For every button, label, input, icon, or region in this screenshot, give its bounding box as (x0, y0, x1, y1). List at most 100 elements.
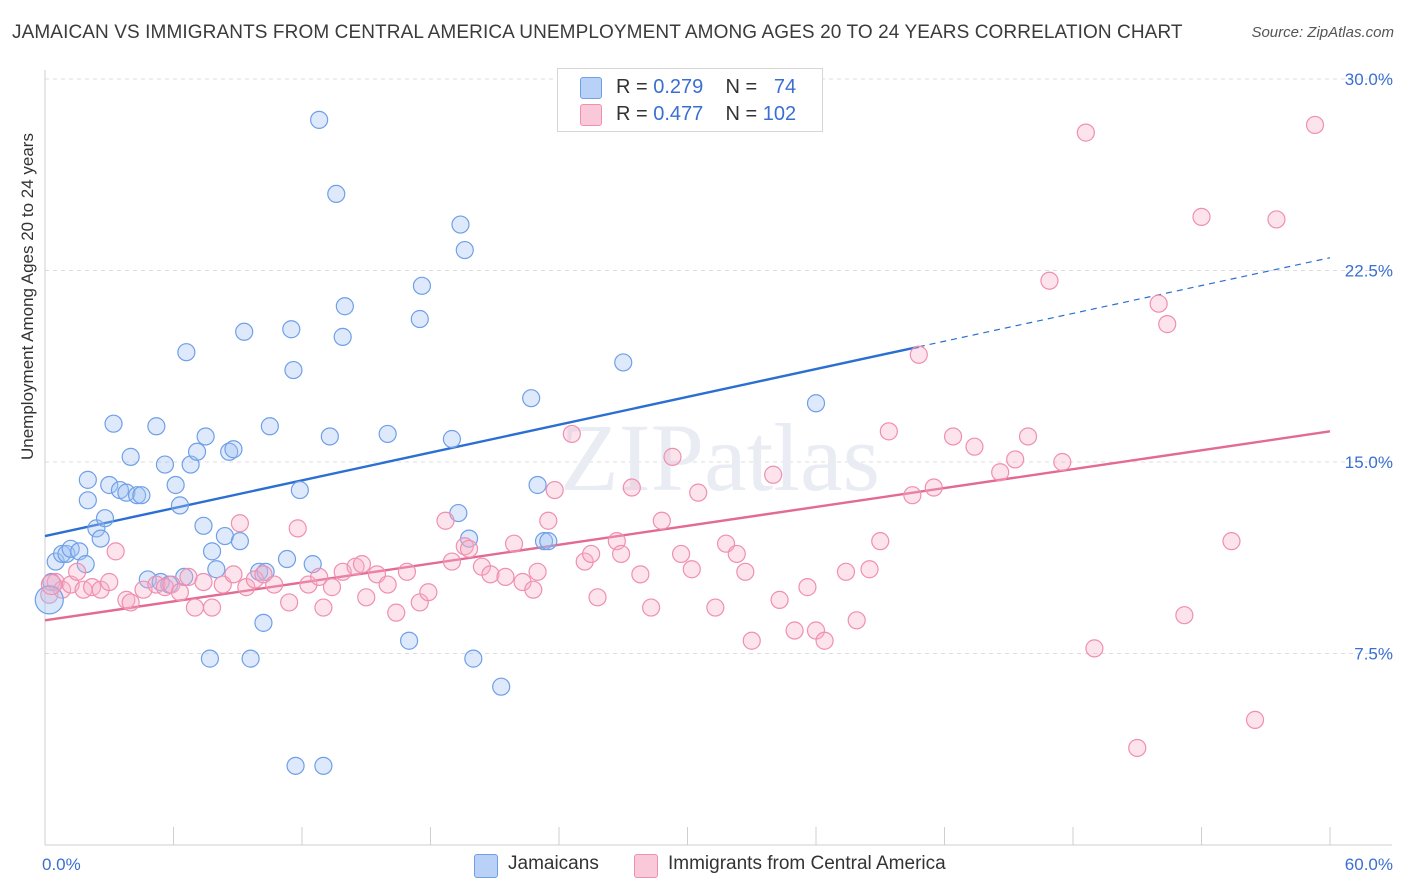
trend-line-jamaicans-extension (918, 257, 1331, 348)
point-central-america (836, 562, 856, 581)
point-jamaican (177, 343, 196, 362)
point-jamaican (224, 440, 243, 459)
point-central-america (924, 478, 943, 497)
point-central-america (736, 562, 755, 581)
point-central-america (314, 598, 333, 617)
point-central-america (1222, 532, 1241, 551)
point-central-america (288, 519, 307, 538)
trend-lines (44, 257, 1331, 622)
point-central-america (387, 603, 406, 622)
point-central-america (1158, 315, 1177, 334)
point-jamaican (455, 240, 474, 260)
point-jamaican (327, 184, 346, 203)
point-central-america (965, 437, 984, 456)
point-jamaican (522, 389, 541, 408)
point-central-america (419, 583, 438, 602)
point-jamaican (121, 447, 140, 466)
point-jamaican (284, 360, 303, 380)
legend-swatch-pink (634, 854, 658, 878)
point-central-america (1149, 294, 1168, 313)
axes (44, 70, 1392, 846)
correlation-legend: R = 0.279 N = 74 R = 0.477 N = 102 (557, 68, 823, 132)
point-central-america (1076, 123, 1095, 142)
point-central-america (631, 565, 650, 584)
point-jamaican (132, 486, 151, 505)
point-central-america (245, 570, 264, 589)
point-central-america (1006, 450, 1025, 469)
point-jamaican (282, 320, 301, 339)
point-jamaican (314, 756, 333, 775)
point-central-america (770, 590, 789, 609)
y-tick-label: 7.5% (1354, 645, 1393, 664)
point-central-america (170, 583, 190, 602)
legend-swatch-pink (580, 104, 602, 126)
watermark: ZIPatlas (560, 404, 880, 511)
point-jamaican (202, 542, 222, 561)
point-central-america (1305, 115, 1325, 135)
point-central-america (871, 532, 890, 551)
point-central-america (1053, 452, 1072, 472)
point-central-america (1175, 606, 1194, 625)
point-central-america (706, 598, 725, 617)
point-central-america (230, 514, 249, 533)
point-jamaican (451, 215, 470, 234)
point-jamaican (320, 427, 339, 446)
point-central-america (310, 567, 329, 587)
y-tick-label: 30.0% (1345, 70, 1393, 89)
point-central-america (265, 575, 284, 594)
point-jamaican (333, 327, 352, 346)
point-jamaican (378, 424, 397, 444)
point-jamaican (412, 276, 432, 295)
point-jamaican (241, 649, 260, 668)
point-central-america (622, 478, 641, 497)
point-jamaican (614, 353, 633, 372)
series-legend: Jamaicans Immigrants from Central Americ… (0, 852, 1406, 878)
point-jamaican (78, 470, 97, 489)
point-central-america (798, 578, 817, 597)
point-central-america (588, 588, 607, 607)
point-jamaican (539, 532, 558, 551)
trend-line-central-america (44, 430, 1331, 622)
point-central-america (903, 486, 922, 505)
point-central-america (1192, 207, 1211, 226)
point-central-america (1085, 639, 1104, 658)
point-jamaican (290, 480, 309, 500)
point-jamaican (399, 631, 419, 650)
point-jamaican (235, 322, 254, 341)
point-central-america (689, 483, 708, 502)
point-jamaican (806, 394, 826, 413)
point-central-america (879, 422, 898, 441)
point-central-america (764, 465, 783, 484)
y-tick-label: 22.5% (1345, 262, 1393, 281)
point-jamaican (91, 529, 110, 548)
point-central-america (322, 578, 342, 597)
point-central-america (352, 555, 372, 574)
point-central-america (481, 565, 500, 584)
x-tick-labels: 0.0% 60.0% (42, 855, 1393, 874)
point-jamaican (200, 649, 220, 668)
point-central-america (378, 575, 397, 594)
legend-swatch-blue (580, 77, 602, 99)
point-jamaican (492, 677, 511, 696)
point-central-america (582, 544, 601, 564)
y-tick-label: 15.0% (1345, 453, 1393, 472)
point-central-america (1245, 710, 1265, 729)
point-jamaican (187, 442, 207, 461)
point-central-america (436, 511, 455, 530)
point-jamaican (117, 483, 136, 502)
point-central-america (100, 572, 119, 592)
point-central-america (185, 598, 205, 617)
point-central-america (671, 544, 691, 564)
point-central-america (397, 562, 417, 581)
point-central-america (663, 447, 682, 466)
chart-title: JAMAICAN VS IMMIGRANTS FROM CENTRAL AMER… (12, 22, 1183, 43)
point-jamaican (100, 475, 119, 495)
point-central-america (442, 552, 462, 571)
point-jamaican (104, 414, 123, 433)
point-jamaican (230, 532, 249, 551)
point-central-america (194, 572, 213, 592)
point-jamaican (442, 429, 462, 449)
point-central-america (280, 593, 299, 612)
point-jamaican (410, 309, 429, 329)
